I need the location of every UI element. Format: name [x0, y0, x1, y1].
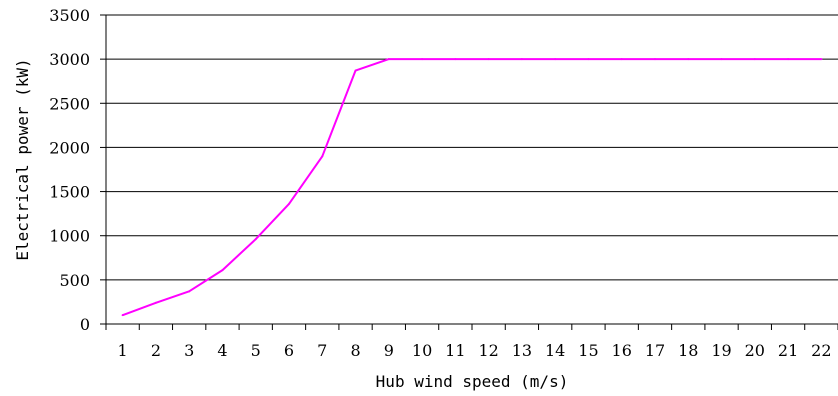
y-tick-label: 500 [59, 271, 90, 290]
x-tick-label: 6 [284, 341, 294, 360]
x-tick-label: 11 [445, 341, 465, 360]
x-tick-label: 22 [811, 341, 831, 360]
x-tick-label: 10 [412, 341, 432, 360]
y-axis-title: Electrical power (kW) [13, 58, 32, 260]
x-tick-label: 5 [251, 341, 261, 360]
x-tick-label: 7 [317, 341, 327, 360]
x-tick-label: 14 [545, 341, 565, 360]
x-tick-label: 13 [512, 341, 532, 360]
data-point [454, 58, 457, 61]
data-point [221, 269, 224, 272]
x-tick-label: 16 [612, 341, 632, 360]
data-point [288, 202, 290, 205]
series-layer [121, 58, 823, 317]
data-point [254, 238, 257, 241]
data-point [121, 314, 124, 317]
x-tick-label: 15 [578, 341, 598, 360]
y-tick-label: 2500 [49, 94, 90, 113]
data-point [554, 58, 557, 61]
x-tick-label: 9 [384, 341, 394, 360]
x-tick-label: 8 [350, 341, 360, 360]
x-tick-label: 2 [151, 341, 161, 360]
y-tick-label: 2000 [49, 138, 90, 157]
x-axis-title: Hub wind speed (m/s) [376, 372, 569, 391]
data-point [421, 58, 424, 61]
y-tick-label: 0 [80, 315, 90, 334]
power-curve-line [122, 58, 822, 317]
y-tick-label: 3500 [49, 6, 90, 25]
x-tick-label: 18 [678, 341, 698, 360]
data-point [587, 58, 590, 61]
x-tick-label: 12 [478, 341, 498, 360]
data-point [188, 290, 191, 293]
data-point [753, 58, 756, 61]
data-point [654, 58, 656, 61]
data-point [620, 58, 623, 61]
gridlines [106, 14, 838, 281]
x-tick-label: 21 [778, 341, 798, 360]
data-point [720, 58, 723, 61]
data-point [154, 301, 157, 304]
data-point [321, 155, 324, 158]
x-tick-label: 17 [645, 341, 665, 360]
y-tick-label: 1000 [49, 227, 90, 246]
y-tick-label: 1500 [49, 183, 90, 202]
x-tick-label: 19 [711, 341, 731, 360]
y-tick-label: 3000 [49, 50, 90, 69]
axes [100, 14, 838, 330]
x-tick-label: 3 [184, 341, 194, 360]
x-tick-label: 1 [118, 341, 128, 360]
data-point [487, 58, 490, 61]
data-point [687, 58, 690, 61]
x-tick-label: 4 [217, 341, 227, 360]
data-point [787, 58, 790, 61]
data-point [820, 58, 823, 61]
x-tick-label: 20 [745, 341, 765, 360]
data-point [520, 58, 523, 61]
data-point [387, 58, 390, 61]
data-point [354, 69, 357, 72]
